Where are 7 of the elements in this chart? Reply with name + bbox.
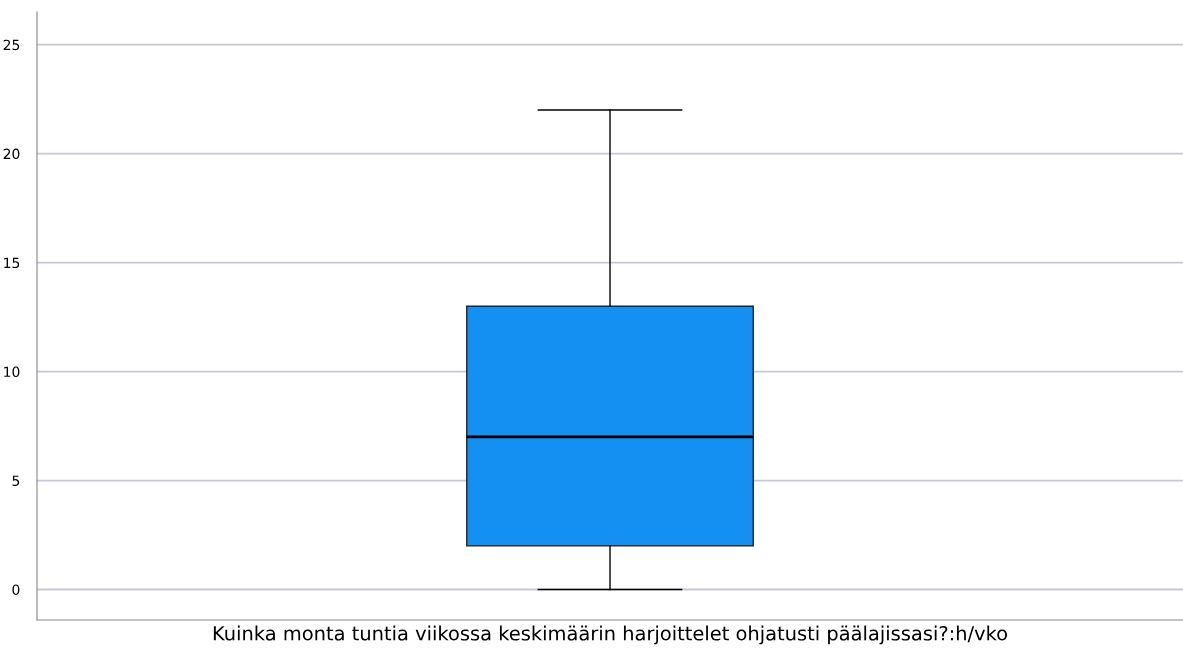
y-tick-label: 10 bbox=[4, 366, 20, 378]
y-tick-label: 25 bbox=[3, 39, 20, 51]
y-tick-label: 15 bbox=[4, 257, 20, 269]
y-tick-label: 0 bbox=[12, 584, 20, 595]
y-tick-label: 20 bbox=[3, 148, 20, 160]
x-tick-label: Kuinka monta tuntia viikossa keskimäärin harjoittelet ohjatusti päälajissasi?:h/vko bbox=[213, 625, 1007, 645]
y-tick-label: 5 bbox=[12, 475, 20, 486]
